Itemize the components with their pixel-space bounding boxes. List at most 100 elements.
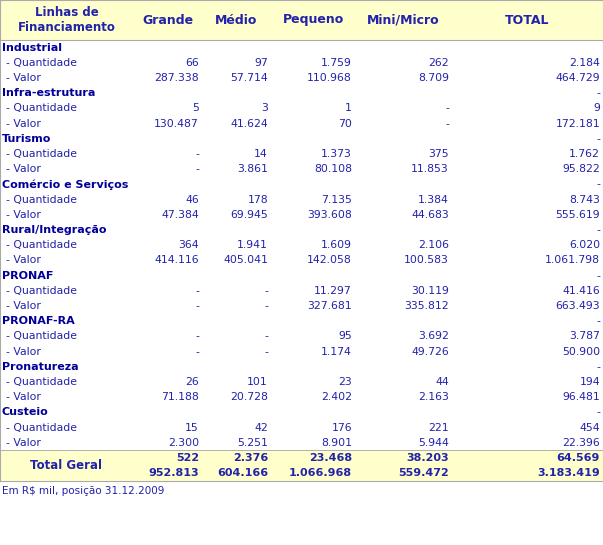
Text: 11.297: 11.297 (314, 286, 352, 296)
Text: -: - (195, 149, 199, 159)
Text: -: - (445, 104, 449, 113)
Text: 335.812: 335.812 (405, 301, 449, 311)
Text: 23: 23 (338, 377, 352, 387)
Bar (0, 420, 603, 435)
Bar (0, 268, 603, 283)
Text: - Quantidade: - Quantidade (6, 104, 77, 113)
Text: 6.020: 6.020 (569, 240, 600, 250)
Text: PRONAF-RA: PRONAF-RA (2, 316, 75, 326)
Text: 22.396: 22.396 (562, 438, 600, 448)
Text: 15: 15 (185, 422, 199, 433)
Text: 287.338: 287.338 (154, 73, 199, 83)
Bar (0, 55, 603, 70)
Text: 3.861: 3.861 (237, 164, 268, 174)
Text: 2.184: 2.184 (569, 58, 600, 68)
Text: Total Geral: Total Geral (31, 459, 103, 472)
Text: 5: 5 (192, 104, 199, 113)
Text: 142.058: 142.058 (308, 256, 352, 265)
Text: - Valor: - Valor (6, 301, 41, 311)
Text: 1: 1 (345, 104, 352, 113)
Bar (0, 70, 603, 86)
Text: Mini/Micro: Mini/Micro (367, 14, 440, 27)
Text: 11.853: 11.853 (411, 164, 449, 174)
Text: 464.729: 464.729 (555, 73, 600, 83)
Text: 1.384: 1.384 (418, 195, 449, 204)
Text: 3.183.419: 3.183.419 (537, 468, 600, 478)
Text: Linhas de
Financiamento: Linhas de Financiamento (17, 6, 115, 34)
Text: -: - (264, 331, 268, 341)
Bar (0, 405, 603, 420)
Text: 8.709: 8.709 (418, 73, 449, 83)
Text: - Valor: - Valor (6, 256, 41, 265)
Text: 46: 46 (185, 195, 199, 204)
Text: 172.181: 172.181 (555, 119, 600, 129)
Bar (0, 374, 603, 390)
Text: - Valor: - Valor (6, 347, 41, 356)
Text: 454: 454 (579, 422, 600, 433)
Text: 71.188: 71.188 (161, 392, 199, 402)
Text: 3.692: 3.692 (418, 331, 449, 341)
Text: -: - (596, 88, 600, 98)
Bar (0, 162, 603, 177)
Bar (0, 177, 603, 192)
Text: 41.624: 41.624 (230, 119, 268, 129)
Text: 26: 26 (185, 377, 199, 387)
Bar (0, 344, 603, 359)
Text: 57.714: 57.714 (230, 73, 268, 83)
Text: Em R$ mil, posição 31.12.2009: Em R$ mil, posição 31.12.2009 (2, 486, 165, 496)
Text: 95: 95 (338, 331, 352, 341)
Text: 110.968: 110.968 (308, 73, 352, 83)
Text: 393.608: 393.608 (308, 210, 352, 220)
Text: Médio: Médio (215, 14, 257, 27)
Text: 44: 44 (435, 377, 449, 387)
Text: 38.203: 38.203 (406, 453, 449, 463)
Text: 69.945: 69.945 (230, 210, 268, 220)
Bar (0, 101, 603, 116)
Text: 1.174: 1.174 (321, 347, 352, 356)
Text: 221: 221 (428, 422, 449, 433)
Text: TOTAL: TOTAL (505, 14, 550, 27)
Text: -: - (264, 301, 268, 311)
Text: 2.106: 2.106 (418, 240, 449, 250)
Text: - Valor: - Valor (6, 164, 41, 174)
Text: 100.583: 100.583 (404, 256, 449, 265)
Text: - Valor: - Valor (6, 210, 41, 220)
Text: - Quantidade: - Quantidade (6, 331, 77, 341)
Text: -: - (596, 225, 600, 235)
Text: Pronatureza: Pronatureza (2, 362, 78, 372)
Text: 9: 9 (593, 104, 600, 113)
Text: -: - (596, 408, 600, 417)
Bar (0, 299, 603, 313)
Text: -: - (195, 164, 199, 174)
Bar (0, 0, 603, 40)
Text: 327.681: 327.681 (308, 301, 352, 311)
Text: 41.416: 41.416 (562, 286, 600, 296)
Text: -: - (596, 316, 600, 326)
Bar (0, 222, 603, 238)
Text: 1.759: 1.759 (321, 58, 352, 68)
Text: 66: 66 (185, 58, 199, 68)
Text: -: - (445, 119, 449, 129)
Text: -: - (195, 301, 199, 311)
Bar (0, 116, 603, 131)
Text: Turismo: Turismo (2, 134, 51, 144)
Text: 364: 364 (178, 240, 199, 250)
Text: 663.493: 663.493 (555, 301, 600, 311)
Text: 130.487: 130.487 (154, 119, 199, 129)
Text: 1.762: 1.762 (569, 149, 600, 159)
Text: 3.787: 3.787 (569, 331, 600, 341)
Text: 1.373: 1.373 (321, 149, 352, 159)
Text: - Quantidade: - Quantidade (6, 286, 77, 296)
Text: Infra-estrutura: Infra-estrutura (2, 88, 95, 98)
Text: Custeio: Custeio (2, 408, 49, 417)
Text: 522: 522 (176, 453, 199, 463)
Text: 70: 70 (338, 119, 352, 129)
Bar (0, 329, 603, 344)
Bar (0, 253, 603, 268)
Text: 50.900: 50.900 (562, 347, 600, 356)
Text: 604.166: 604.166 (217, 468, 268, 478)
Text: 30.119: 30.119 (411, 286, 449, 296)
Text: PRONAF: PRONAF (2, 271, 54, 281)
Bar (0, 86, 603, 101)
Text: 952.813: 952.813 (148, 468, 199, 478)
